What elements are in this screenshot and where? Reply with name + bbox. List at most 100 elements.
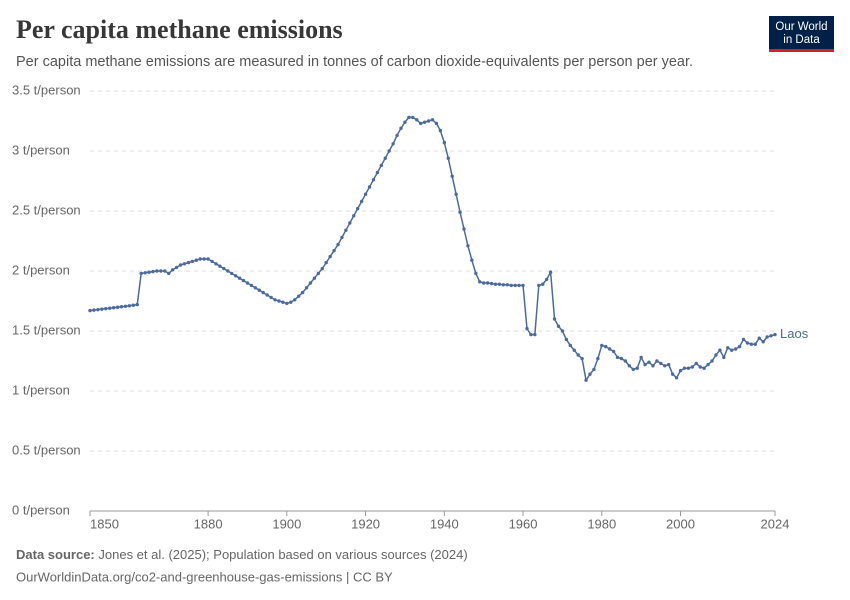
point [493,282,498,286]
point [214,262,218,266]
point [253,286,258,290]
point [604,344,608,349]
point [340,235,344,240]
point [139,271,143,276]
point [659,361,663,366]
point [478,280,482,284]
point [450,174,454,178]
point [572,348,576,352]
footer[interactable]: OurWorldinData.org/co2-and-greenhouse-ga… [16,569,393,584]
point [501,283,506,287]
point [466,244,470,248]
point [485,281,490,285]
point [667,362,671,367]
y-tick-label: 2.5 t/person [12,202,81,217]
point [107,306,112,310]
point [170,268,175,272]
point [600,343,604,348]
logo-text: Our World [775,21,827,33]
point [237,276,242,280]
point [773,332,777,337]
point [135,302,139,307]
point [182,262,187,266]
point [462,227,466,231]
point [202,257,206,261]
point [714,353,718,357]
point [690,365,695,369]
x-tick-label: 1940 [430,516,459,531]
point [265,293,269,297]
logo-stripe [769,49,834,52]
point [379,163,384,168]
point [670,372,675,376]
point [352,214,356,218]
point [222,266,226,271]
point [312,276,317,280]
point [371,178,376,182]
point [100,307,104,311]
point [167,271,171,276]
point [336,242,340,247]
x-tick-label: 1880 [194,516,223,531]
x-tick-label: 2024 [761,516,790,531]
point [674,376,679,380]
point [348,221,352,225]
point [434,121,439,126]
point [395,133,399,138]
point [505,283,509,287]
point [702,366,706,370]
y-tick-label: 0 t/person [12,502,70,517]
point [726,346,730,350]
point [733,347,738,351]
point [127,304,132,308]
point [92,308,96,312]
point [194,258,198,262]
x-tick-label: 1850 [90,516,119,531]
x-tick-label: 1980 [587,516,616,531]
point [281,300,285,304]
point [356,206,360,211]
point [296,294,301,298]
point [403,120,407,124]
x-tick-label: 2000 [666,516,695,531]
point [560,329,565,333]
point [198,257,202,261]
point [694,361,698,366]
logo[interactable]: Our World in Data [769,16,834,52]
point [611,349,616,354]
point [552,317,557,321]
point [521,283,525,288]
point [458,210,462,214]
point [718,348,722,352]
point [226,269,230,273]
source: Data source: Jones et al. (2025); Popula… [16,547,468,562]
point [627,364,632,368]
point [525,326,529,331]
point [300,290,305,295]
point [454,192,458,196]
y-tick-label: 2 t/person [12,262,70,277]
point [698,365,702,369]
point [163,269,167,273]
point [174,265,179,270]
point [541,282,545,286]
point [383,156,387,160]
point [655,359,659,363]
point [769,334,773,338]
point [206,257,210,261]
point [344,228,348,232]
point [596,356,600,361]
source-label: Data source: [16,547,95,562]
point [430,118,435,122]
point [418,121,423,126]
point [324,260,328,265]
x-tick-label: 1900 [272,516,301,531]
point [729,348,734,352]
point [442,140,447,145]
point [96,307,100,312]
point [470,258,474,262]
point [230,271,234,276]
logo-box [769,16,834,52]
point [289,300,293,304]
